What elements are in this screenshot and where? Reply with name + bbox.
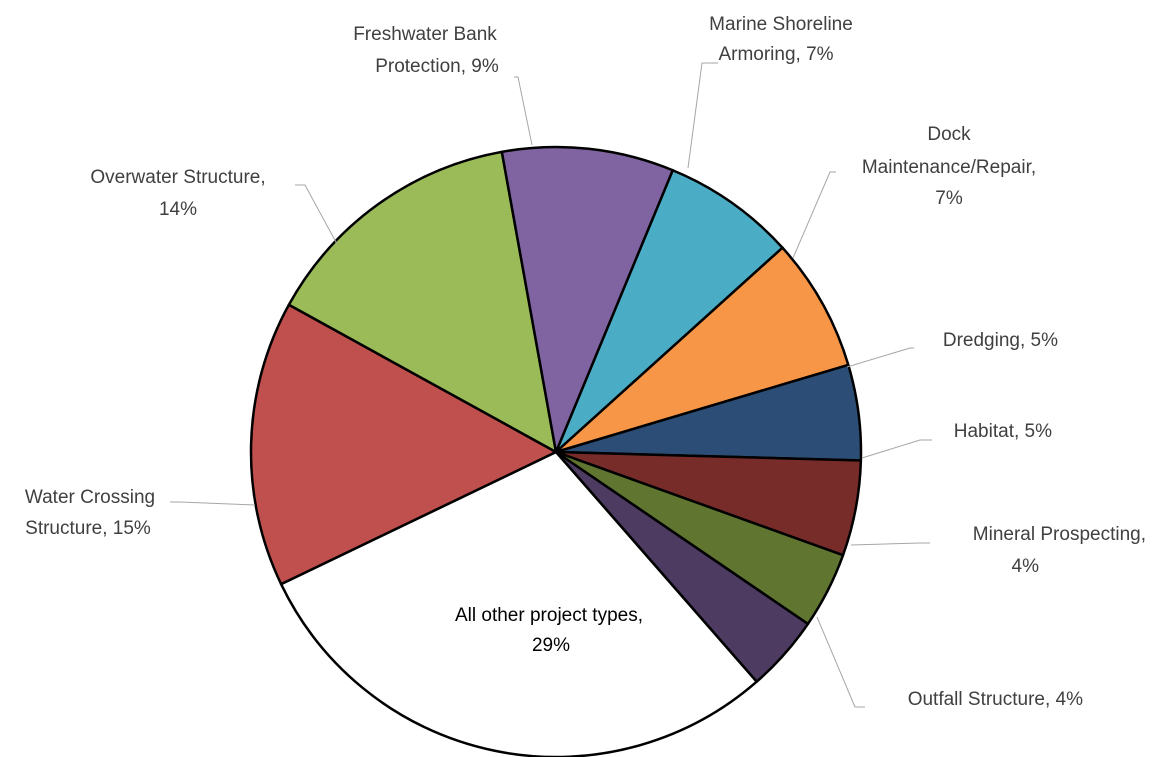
leader-lines	[170, 62, 932, 708]
slice-label: All other project types,	[455, 605, 643, 626]
pie-slice-marine-shoreline-armoring	[554, 168, 784, 454]
slice-label: Maintenance/Repair,	[862, 157, 1036, 178]
leader-line	[295, 184, 338, 245]
slice-label: 14%	[159, 199, 197, 220]
slice-label: 7%	[935, 188, 963, 209]
slice-label: Protection, 9%	[375, 56, 499, 77]
pie-slice-freshwater-bank-protection	[500, 145, 674, 454]
slice-label: Water Crossing	[25, 487, 155, 508]
pie-slice-dock-maintenance-repair	[554, 246, 850, 454]
leader-line	[514, 76, 533, 146]
slice-label: Marine Shoreline	[709, 14, 853, 35]
leader-line	[687, 62, 718, 169]
slice-label: Freshwater Bank	[353, 24, 497, 45]
leader-line	[846, 347, 914, 368]
leader-line	[850, 542, 930, 546]
slice-label: Habitat, 5%	[954, 421, 1052, 442]
leader-line	[861, 439, 932, 459]
leader-line	[792, 171, 836, 259]
pie-slice-water-crossing-structure	[249, 303, 558, 586]
slice-label: 4%	[1012, 556, 1040, 577]
slice-label: Overwater Structure,	[90, 167, 265, 188]
slice-labels: Marine Shoreline Armoring, 7% Dock Maintena…	[25, 14, 1146, 710]
slice-label: Outfall Structure, 4%	[908, 689, 1083, 710]
slice-label: Armoring, 7%	[718, 44, 833, 65]
slice-label: 29%	[532, 635, 570, 656]
pie-slice-overwater-structure	[287, 150, 558, 454]
leader-line	[170, 501, 256, 506]
slice-label: Mineral Prospecting,	[973, 524, 1146, 545]
pie-slices	[249, 145, 863, 757]
leader-line	[816, 616, 865, 708]
slice-label: Dredging, 5%	[943, 330, 1058, 351]
slice-label: Dock	[927, 124, 971, 145]
slice-label: Structure, 15%	[25, 518, 151, 539]
